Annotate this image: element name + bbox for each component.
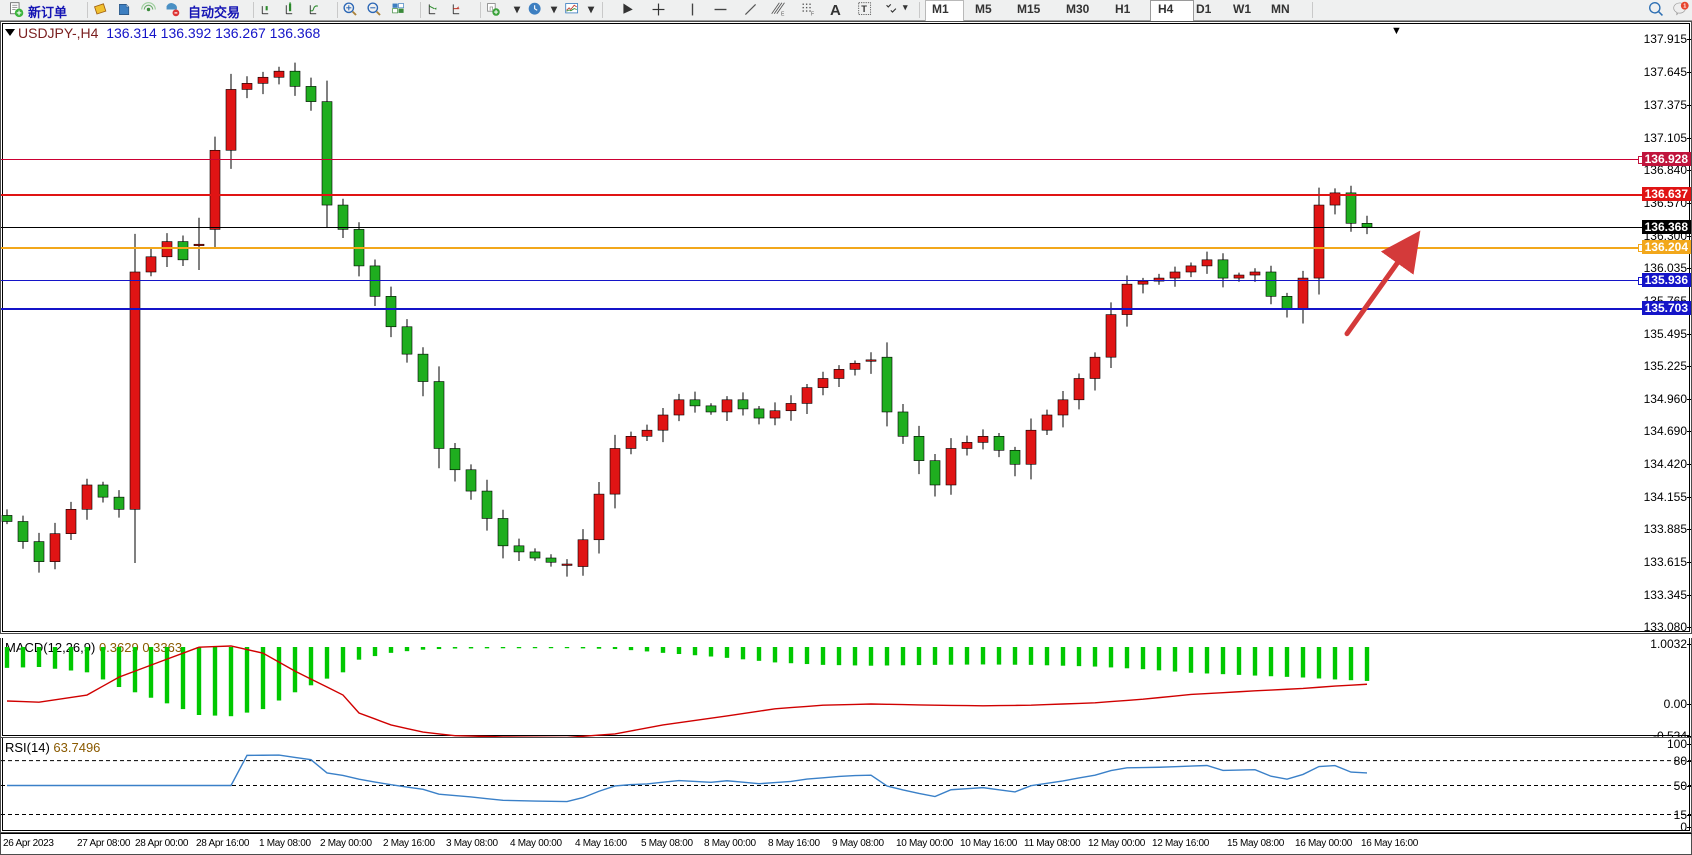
svg-text:T: T <box>861 4 867 14</box>
svg-text:1: 1 <box>1683 4 1686 10</box>
svg-text:E: E <box>781 11 785 17</box>
svg-text:F: F <box>811 11 814 17</box>
